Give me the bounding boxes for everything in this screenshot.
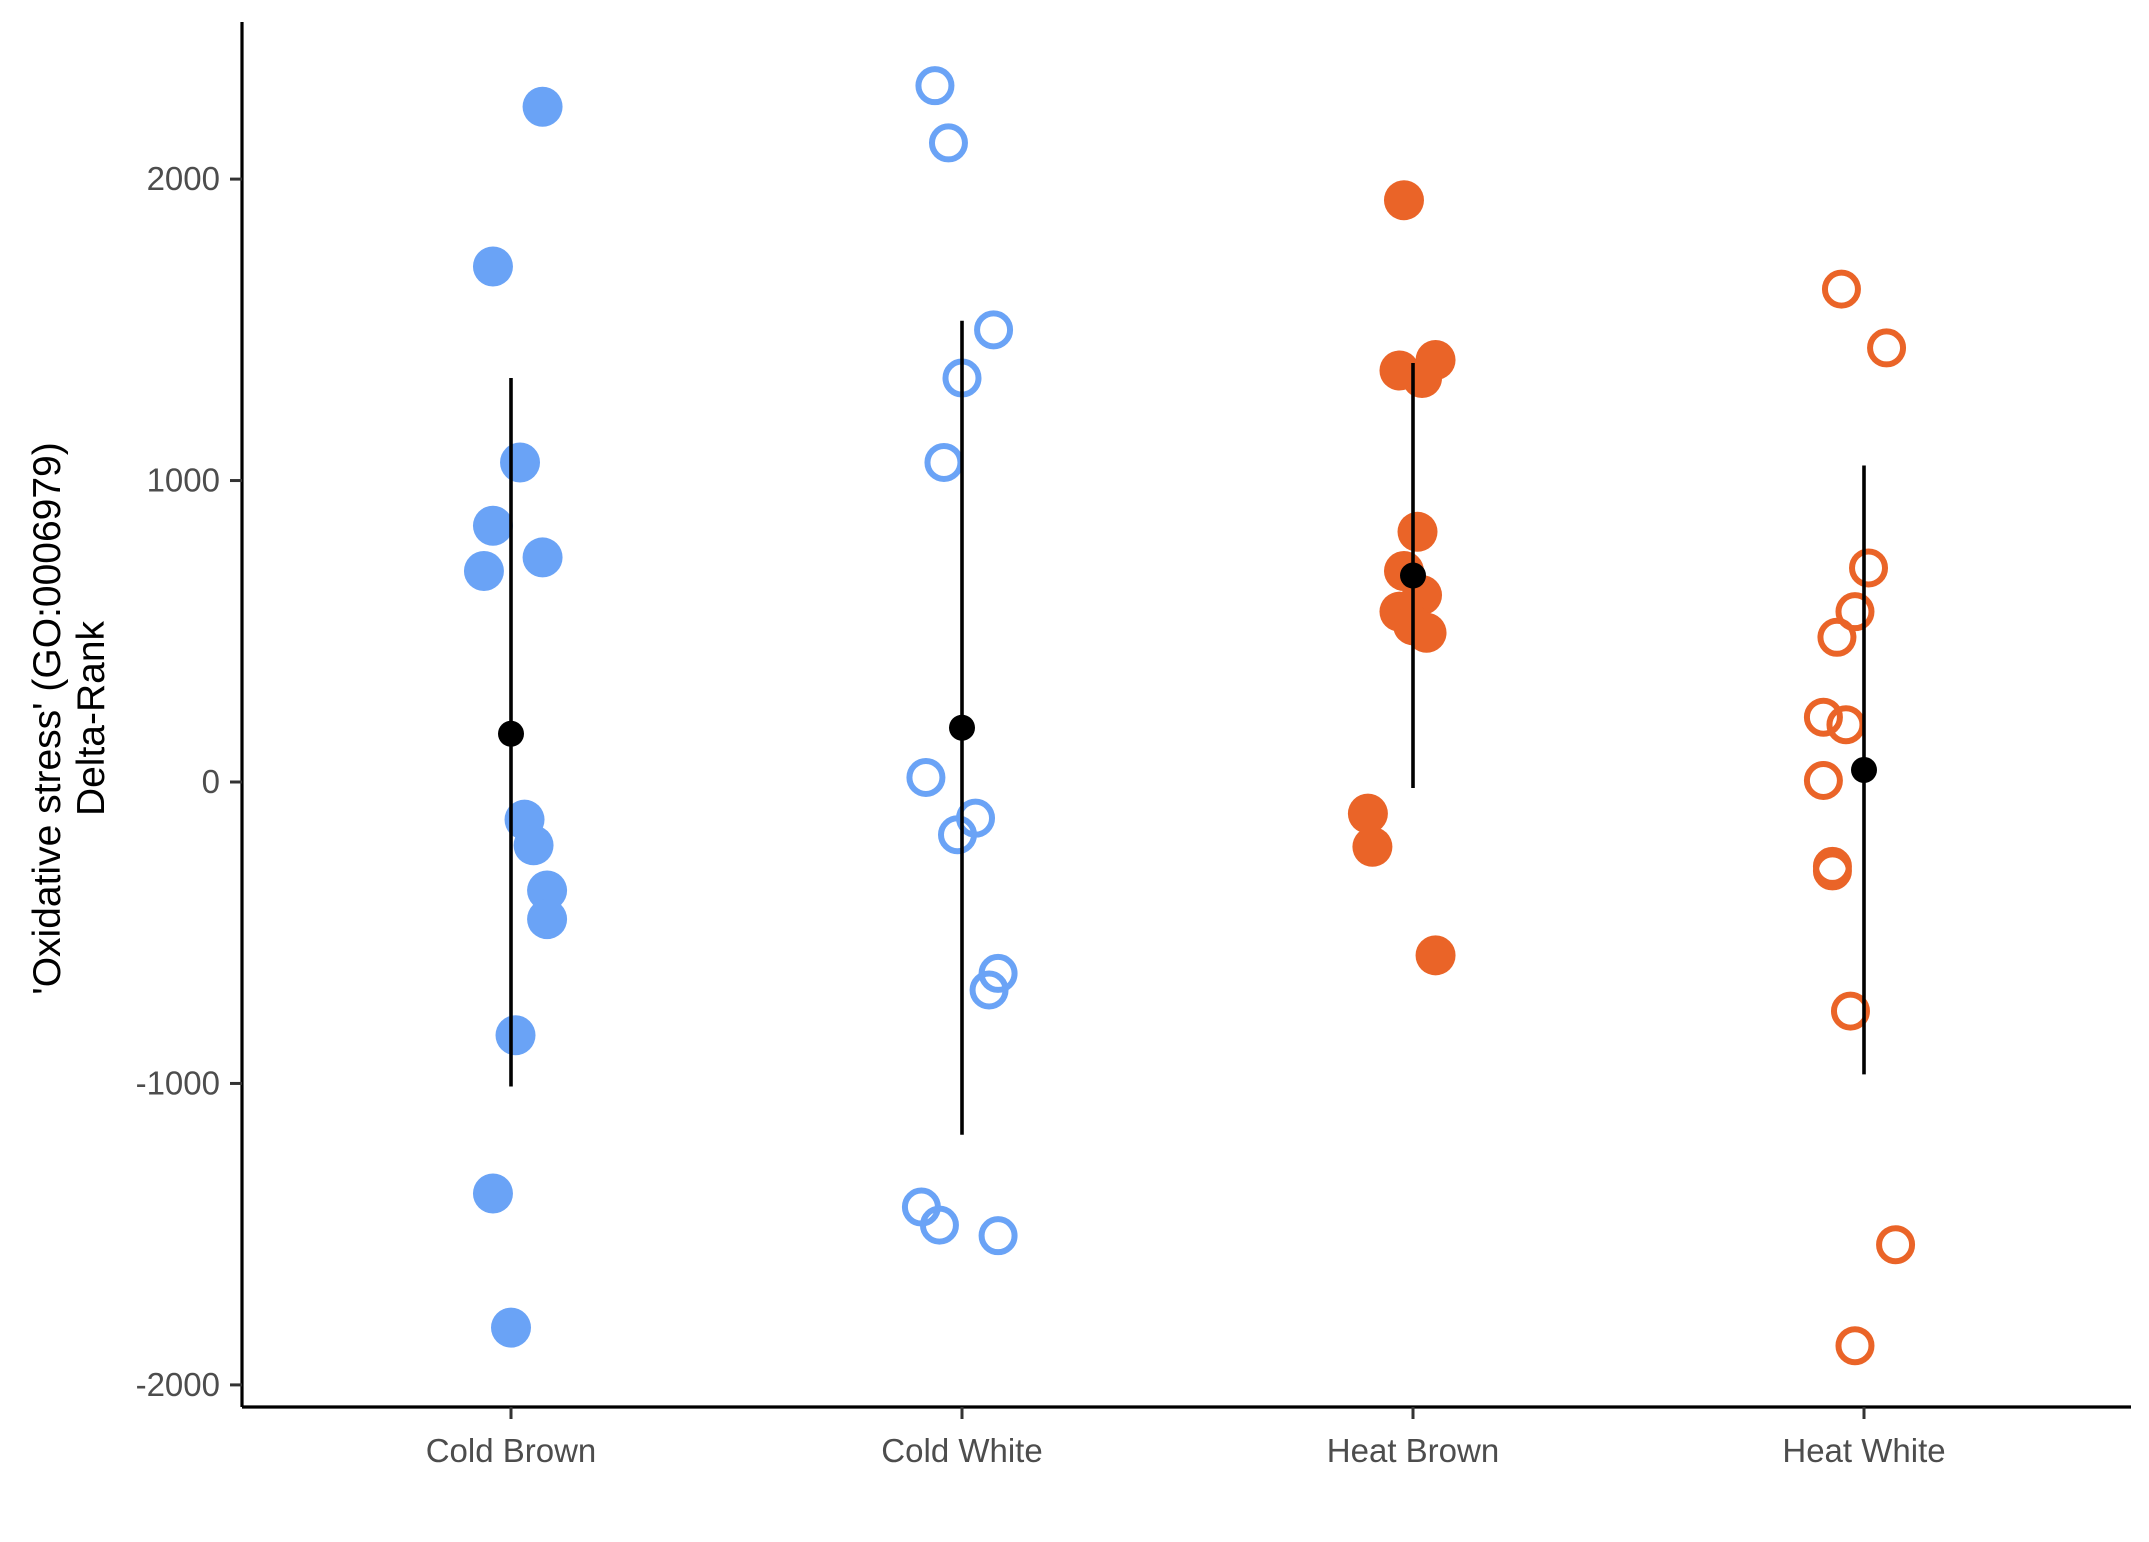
mean-cold-white bbox=[949, 714, 975, 741]
point-cold-white-4 bbox=[924, 442, 964, 482]
point-cold-brown-4 bbox=[522, 537, 563, 578]
point-heat-white-11 bbox=[1876, 1225, 1916, 1265]
point-cold-white-9 bbox=[969, 970, 1009, 1010]
point-heat-brown-0 bbox=[1383, 180, 1424, 221]
point-cold-white-2 bbox=[974, 310, 1014, 350]
point-heat-white-0 bbox=[1821, 269, 1861, 309]
point-heat-brown-9 bbox=[1406, 612, 1447, 653]
point-cold-white-1 bbox=[928, 123, 968, 163]
y-tick-label: -1000 bbox=[136, 1064, 220, 1101]
x-tick-label: Heat Brown bbox=[1327, 1432, 1499, 1469]
point-heat-white-6 bbox=[1826, 705, 1866, 745]
point-heat-white-4 bbox=[1817, 617, 1857, 657]
point-heat-white-7 bbox=[1803, 760, 1843, 800]
point-heat-white-9 bbox=[1812, 851, 1852, 891]
point-heat-brown-3 bbox=[1402, 358, 1443, 399]
point-heat-white-5 bbox=[1803, 697, 1843, 737]
point-cold-white-0 bbox=[915, 66, 955, 106]
point-heat-white-3 bbox=[1835, 592, 1875, 632]
point-heat-brown-11 bbox=[1352, 826, 1393, 867]
point-cold-white-11 bbox=[919, 1205, 959, 1245]
point-cold-brown-7 bbox=[513, 825, 554, 866]
point-heat-white-12 bbox=[1835, 1326, 1875, 1366]
point-cold-white-7 bbox=[937, 815, 977, 855]
point-cold-brown-8 bbox=[527, 870, 568, 911]
mean-heat-brown bbox=[1400, 562, 1426, 589]
point-heat-white-10 bbox=[1830, 991, 1870, 1031]
point-cold-brown-2 bbox=[500, 442, 541, 483]
point-cold-white-12 bbox=[978, 1216, 1018, 1256]
point-heat-brown-12 bbox=[1415, 935, 1456, 976]
axes bbox=[230, 22, 2131, 1419]
y-tick-label: 1000 bbox=[147, 462, 220, 499]
point-cold-brown-9 bbox=[527, 899, 568, 940]
point-cold-brown-11 bbox=[472, 1173, 513, 1214]
axis-labels: 2000 1000 0 -1000 -2000 Cold Brown Cold White H… bbox=[26, 160, 1946, 1469]
summary-markers bbox=[498, 320, 1877, 1135]
point-heat-brown-10 bbox=[1347, 793, 1388, 834]
y-axis-title-line-2: Delta-Rank bbox=[70, 620, 113, 816]
point-cold-brown-10 bbox=[495, 1015, 536, 1056]
point-heat-white-2 bbox=[1849, 548, 1889, 588]
mean-heat-white bbox=[1851, 756, 1877, 783]
x-tick-label: Cold White bbox=[881, 1432, 1042, 1469]
y-tick-label: 0 bbox=[202, 763, 220, 800]
y-tick-label: 2000 bbox=[147, 160, 220, 197]
mean-cold-brown bbox=[498, 720, 524, 747]
point-heat-white-1 bbox=[1867, 328, 1907, 368]
data-points bbox=[463, 66, 1916, 1366]
y-tick-label: -2000 bbox=[136, 1366, 220, 1403]
x-tick-label: Heat White bbox=[1782, 1432, 1945, 1469]
point-cold-brown-3 bbox=[472, 505, 513, 546]
point-cold-brown-5 bbox=[463, 550, 504, 591]
point-cold-brown-12 bbox=[491, 1307, 531, 1348]
x-tick-label: Cold Brown bbox=[426, 1432, 597, 1469]
point-heat-brown-4 bbox=[1397, 511, 1438, 552]
point-cold-brown-1 bbox=[472, 246, 513, 287]
y-axis-title-line-1: 'Oxidative stress' (GO:0006979) bbox=[26, 442, 69, 994]
point-cold-white-5 bbox=[906, 757, 946, 797]
point-cold-brown-0 bbox=[522, 86, 563, 127]
